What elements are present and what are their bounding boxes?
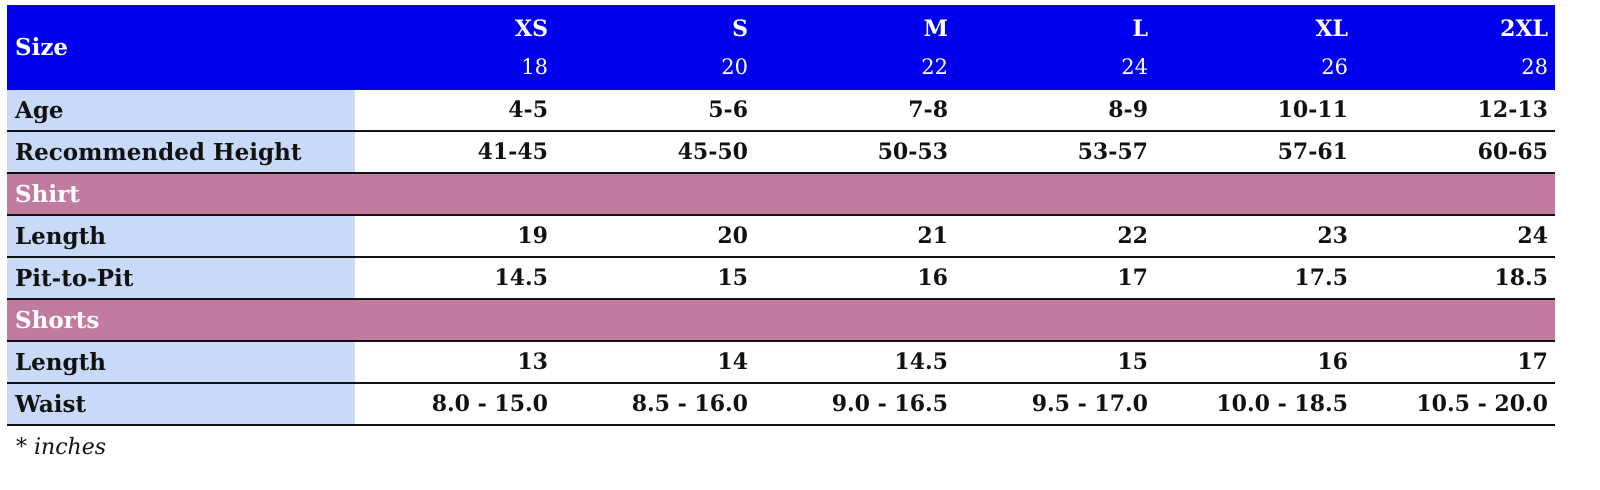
cell: 57-61	[1277, 139, 1348, 165]
row-label: Length	[7, 216, 355, 256]
size-number: 18	[521, 55, 548, 80]
cell: 45-50	[677, 139, 748, 165]
data-row: Waist 8.0 - 15.0 8.5 - 16.0 9.0 - 16.5 9.5 -…	[7, 384, 1555, 426]
size-number: 24	[1121, 55, 1148, 80]
size-header: XL 26	[1155, 5, 1355, 90]
size-header: XS 18	[355, 5, 555, 90]
size-name: S	[732, 15, 748, 42]
cell: 22	[1117, 223, 1148, 249]
cell: 10-11	[1277, 97, 1348, 123]
section-title: Shorts	[15, 306, 100, 334]
cell: 13	[517, 349, 548, 375]
size-number: 20	[721, 55, 748, 80]
footnote: * inches	[16, 435, 106, 460]
cell: 14.5	[894, 349, 948, 375]
cell: 10.5 - 20.0	[1416, 391, 1548, 417]
row-label: Recommended Height	[7, 132, 355, 172]
cell: 20	[717, 223, 748, 249]
data-row: Pit-to-Pit 14.5 15 16 17 17.5 18.5	[7, 258, 1555, 300]
cell: 41-45	[477, 139, 548, 165]
data-row: Age 4-5 5-6 7-8 8-9 10-11 12-13	[7, 90, 1555, 132]
cell: 50-53	[877, 139, 948, 165]
size-header: M 22	[755, 5, 955, 90]
cell: 16	[1317, 349, 1348, 375]
cell: 4-5	[508, 97, 548, 123]
cell: 16	[917, 265, 948, 291]
size-name: XS	[515, 15, 548, 42]
cell: 19	[517, 223, 548, 249]
data-row: Length 13 14 14.5 15 16 17	[7, 342, 1555, 384]
cell: 21	[917, 223, 948, 249]
cell: 14.5	[494, 265, 548, 291]
cell: 60-65	[1477, 139, 1548, 165]
cell: 14	[717, 349, 748, 375]
size-name: 2XL	[1500, 15, 1548, 42]
cell: 8.5 - 16.0	[631, 391, 748, 417]
section-row: Shirt	[7, 174, 1555, 216]
cell: 24	[1517, 223, 1548, 249]
cell: 15	[1117, 349, 1148, 375]
row-label: Waist	[7, 384, 355, 424]
cell: 8.0 - 15.0	[431, 391, 548, 417]
size-number: 28	[1521, 55, 1548, 80]
size-name: L	[1132, 15, 1148, 42]
row-label: Length	[7, 342, 355, 382]
row-label: Age	[7, 90, 355, 130]
size-header: 2XL 28	[1355, 5, 1555, 90]
cell: 8-9	[1108, 97, 1148, 123]
cell: 53-57	[1077, 139, 1148, 165]
data-row: Recommended Height 41-45 45-50 50-53 53-57 57…	[7, 132, 1555, 174]
cell: 23	[1317, 223, 1348, 249]
cell: 12-13	[1477, 97, 1548, 123]
cell: 9.5 - 17.0	[1031, 391, 1148, 417]
cell: 7-8	[908, 97, 948, 123]
size-name: XL	[1315, 15, 1348, 42]
header-row: Size XS 18 S 20 M 22 L 24 XL 26 2XL 28	[7, 5, 1555, 90]
header-label: Size	[15, 34, 69, 61]
cell: 18.5	[1494, 265, 1548, 291]
size-header: L 24	[955, 5, 1155, 90]
cell: 15	[717, 265, 748, 291]
cell: 9.0 - 16.5	[831, 391, 948, 417]
cell: 17	[1117, 265, 1148, 291]
cell: 10.0 - 18.5	[1216, 391, 1348, 417]
size-table: Size XS 18 S 20 M 22 L 24 XL 26 2XL 28 Age 4-5 5-6 7-8 8-…	[7, 5, 1555, 426]
data-row: Length 19 20 21 22 23 24	[7, 216, 1555, 258]
cell: 17	[1517, 349, 1548, 375]
size-number: 22	[921, 55, 948, 80]
cell: 5-6	[708, 97, 748, 123]
section-title: Shirt	[15, 180, 80, 208]
size-header: S 20	[555, 5, 755, 90]
size-number: 26	[1321, 55, 1348, 80]
cell: 17.5	[1294, 265, 1348, 291]
size-name: M	[923, 15, 948, 42]
section-row: Shorts	[7, 300, 1555, 342]
row-label: Pit-to-Pit	[7, 258, 355, 298]
